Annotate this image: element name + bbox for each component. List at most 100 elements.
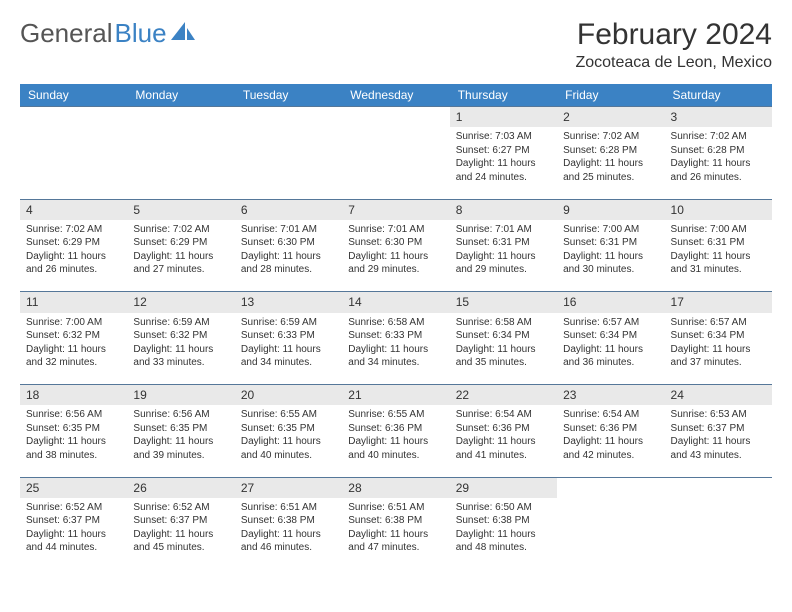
sunrise-text: Sunrise: 6:57 AM	[671, 316, 766, 330]
sunrise-text: Sunrise: 6:55 AM	[348, 408, 443, 422]
sunset-text: Sunset: 6:28 PM	[671, 144, 766, 158]
sunrise-text: Sunrise: 7:01 AM	[348, 223, 443, 237]
daylight-text: and 42 minutes.	[563, 449, 658, 463]
sunset-text: Sunset: 6:27 PM	[456, 144, 551, 158]
day-number-row: 123	[20, 107, 772, 128]
day-detail-cell: Sunrise: 6:57 AMSunset: 6:34 PMDaylight:…	[665, 313, 772, 385]
sunrise-text: Sunrise: 6:59 AM	[241, 316, 336, 330]
sunrise-text: Sunrise: 7:02 AM	[563, 130, 658, 144]
day-number-cell	[557, 477, 664, 498]
day-number-cell: 4	[20, 199, 127, 220]
day-detail-cell	[127, 127, 234, 199]
weekday-header: Wednesday	[342, 84, 449, 107]
day-number-cell: 2	[557, 107, 664, 128]
sunrise-text: Sunrise: 6:58 AM	[456, 316, 551, 330]
day-number-cell: 26	[127, 477, 234, 498]
day-number-cell: 19	[127, 385, 234, 406]
daylight-text: Daylight: 11 hours	[671, 435, 766, 449]
sunset-text: Sunset: 6:28 PM	[563, 144, 658, 158]
day-detail-cell: Sunrise: 6:59 AMSunset: 6:32 PMDaylight:…	[127, 313, 234, 385]
sunrise-text: Sunrise: 7:01 AM	[241, 223, 336, 237]
day-number-cell: 3	[665, 107, 772, 128]
day-detail-cell: Sunrise: 6:59 AMSunset: 6:33 PMDaylight:…	[235, 313, 342, 385]
day-number-cell: 13	[235, 292, 342, 313]
daylight-text: and 40 minutes.	[241, 449, 336, 463]
sunrise-text: Sunrise: 6:55 AM	[241, 408, 336, 422]
day-detail-cell: Sunrise: 7:02 AMSunset: 6:28 PMDaylight:…	[665, 127, 772, 199]
daylight-text: Daylight: 11 hours	[563, 250, 658, 264]
daylight-text: and 28 minutes.	[241, 263, 336, 277]
day-detail-cell: Sunrise: 6:50 AMSunset: 6:38 PMDaylight:…	[450, 498, 557, 570]
sunset-text: Sunset: 6:35 PM	[133, 422, 228, 436]
sunrise-text: Sunrise: 6:59 AM	[133, 316, 228, 330]
daylight-text: Daylight: 11 hours	[456, 528, 551, 542]
day-detail-cell: Sunrise: 6:52 AMSunset: 6:37 PMDaylight:…	[20, 498, 127, 570]
sunset-text: Sunset: 6:34 PM	[563, 329, 658, 343]
sunset-text: Sunset: 6:35 PM	[26, 422, 121, 436]
sunset-text: Sunset: 6:36 PM	[563, 422, 658, 436]
sunrise-text: Sunrise: 6:52 AM	[26, 501, 121, 515]
day-detail-cell: Sunrise: 7:02 AMSunset: 6:28 PMDaylight:…	[557, 127, 664, 199]
daylight-text: Daylight: 11 hours	[348, 435, 443, 449]
daylight-text: Daylight: 11 hours	[241, 435, 336, 449]
daylight-text: and 44 minutes.	[26, 541, 121, 555]
daylight-text: and 34 minutes.	[348, 356, 443, 370]
daylight-text: Daylight: 11 hours	[241, 528, 336, 542]
daylight-text: Daylight: 11 hours	[456, 250, 551, 264]
sunrise-text: Sunrise: 6:51 AM	[241, 501, 336, 515]
day-detail-cell: Sunrise: 6:57 AMSunset: 6:34 PMDaylight:…	[557, 313, 664, 385]
day-detail-row: Sunrise: 7:03 AMSunset: 6:27 PMDaylight:…	[20, 127, 772, 199]
daylight-text: Daylight: 11 hours	[26, 250, 121, 264]
daylight-text: and 30 minutes.	[563, 263, 658, 277]
sunset-text: Sunset: 6:34 PM	[671, 329, 766, 343]
day-number-cell: 21	[342, 385, 449, 406]
daylight-text: and 29 minutes.	[348, 263, 443, 277]
daylight-text: Daylight: 11 hours	[456, 157, 551, 171]
day-number-cell: 5	[127, 199, 234, 220]
day-number-cell: 9	[557, 199, 664, 220]
day-number-cell: 15	[450, 292, 557, 313]
sunrise-text: Sunrise: 6:54 AM	[563, 408, 658, 422]
sunset-text: Sunset: 6:29 PM	[133, 236, 228, 250]
daylight-text: Daylight: 11 hours	[133, 528, 228, 542]
daylight-text: Daylight: 11 hours	[456, 435, 551, 449]
day-detail-cell: Sunrise: 6:56 AMSunset: 6:35 PMDaylight:…	[20, 405, 127, 477]
sunrise-text: Sunrise: 6:56 AM	[26, 408, 121, 422]
daylight-text: Daylight: 11 hours	[241, 343, 336, 357]
day-detail-cell: Sunrise: 6:58 AMSunset: 6:34 PMDaylight:…	[450, 313, 557, 385]
day-number-cell: 28	[342, 477, 449, 498]
month-title: February 2024	[575, 18, 772, 52]
page-header: GeneralBlue February 2024 Zocoteaca de L…	[20, 18, 772, 72]
logo-text-2: Blue	[115, 18, 167, 49]
daylight-text: and 43 minutes.	[671, 449, 766, 463]
daylight-text: Daylight: 11 hours	[563, 157, 658, 171]
day-detail-cell: Sunrise: 6:55 AMSunset: 6:35 PMDaylight:…	[235, 405, 342, 477]
weekday-header: Tuesday	[235, 84, 342, 107]
sunset-text: Sunset: 6:30 PM	[348, 236, 443, 250]
day-number-cell: 11	[20, 292, 127, 313]
day-number-cell: 27	[235, 477, 342, 498]
sunset-text: Sunset: 6:33 PM	[348, 329, 443, 343]
daylight-text: Daylight: 11 hours	[133, 435, 228, 449]
day-number-cell: 6	[235, 199, 342, 220]
sunset-text: Sunset: 6:32 PM	[26, 329, 121, 343]
sunrise-text: Sunrise: 6:50 AM	[456, 501, 551, 515]
sunrise-text: Sunrise: 7:00 AM	[671, 223, 766, 237]
sunrise-text: Sunrise: 7:02 AM	[671, 130, 766, 144]
day-detail-cell	[665, 498, 772, 570]
day-number-cell: 25	[20, 477, 127, 498]
day-number-cell: 10	[665, 199, 772, 220]
sunset-text: Sunset: 6:36 PM	[348, 422, 443, 436]
daylight-text: Daylight: 11 hours	[671, 343, 766, 357]
day-detail-row: Sunrise: 7:02 AMSunset: 6:29 PMDaylight:…	[20, 220, 772, 292]
daylight-text: and 26 minutes.	[26, 263, 121, 277]
daylight-text: Daylight: 11 hours	[348, 528, 443, 542]
sunrise-text: Sunrise: 6:53 AM	[671, 408, 766, 422]
sunrise-text: Sunrise: 6:58 AM	[348, 316, 443, 330]
daylight-text: Daylight: 11 hours	[133, 250, 228, 264]
sunset-text: Sunset: 6:35 PM	[241, 422, 336, 436]
day-number-row: 18192021222324	[20, 385, 772, 406]
daylight-text: and 48 minutes.	[456, 541, 551, 555]
day-detail-cell: Sunrise: 6:54 AMSunset: 6:36 PMDaylight:…	[557, 405, 664, 477]
title-block: February 2024 Zocoteaca de Leon, Mexico	[575, 18, 772, 72]
